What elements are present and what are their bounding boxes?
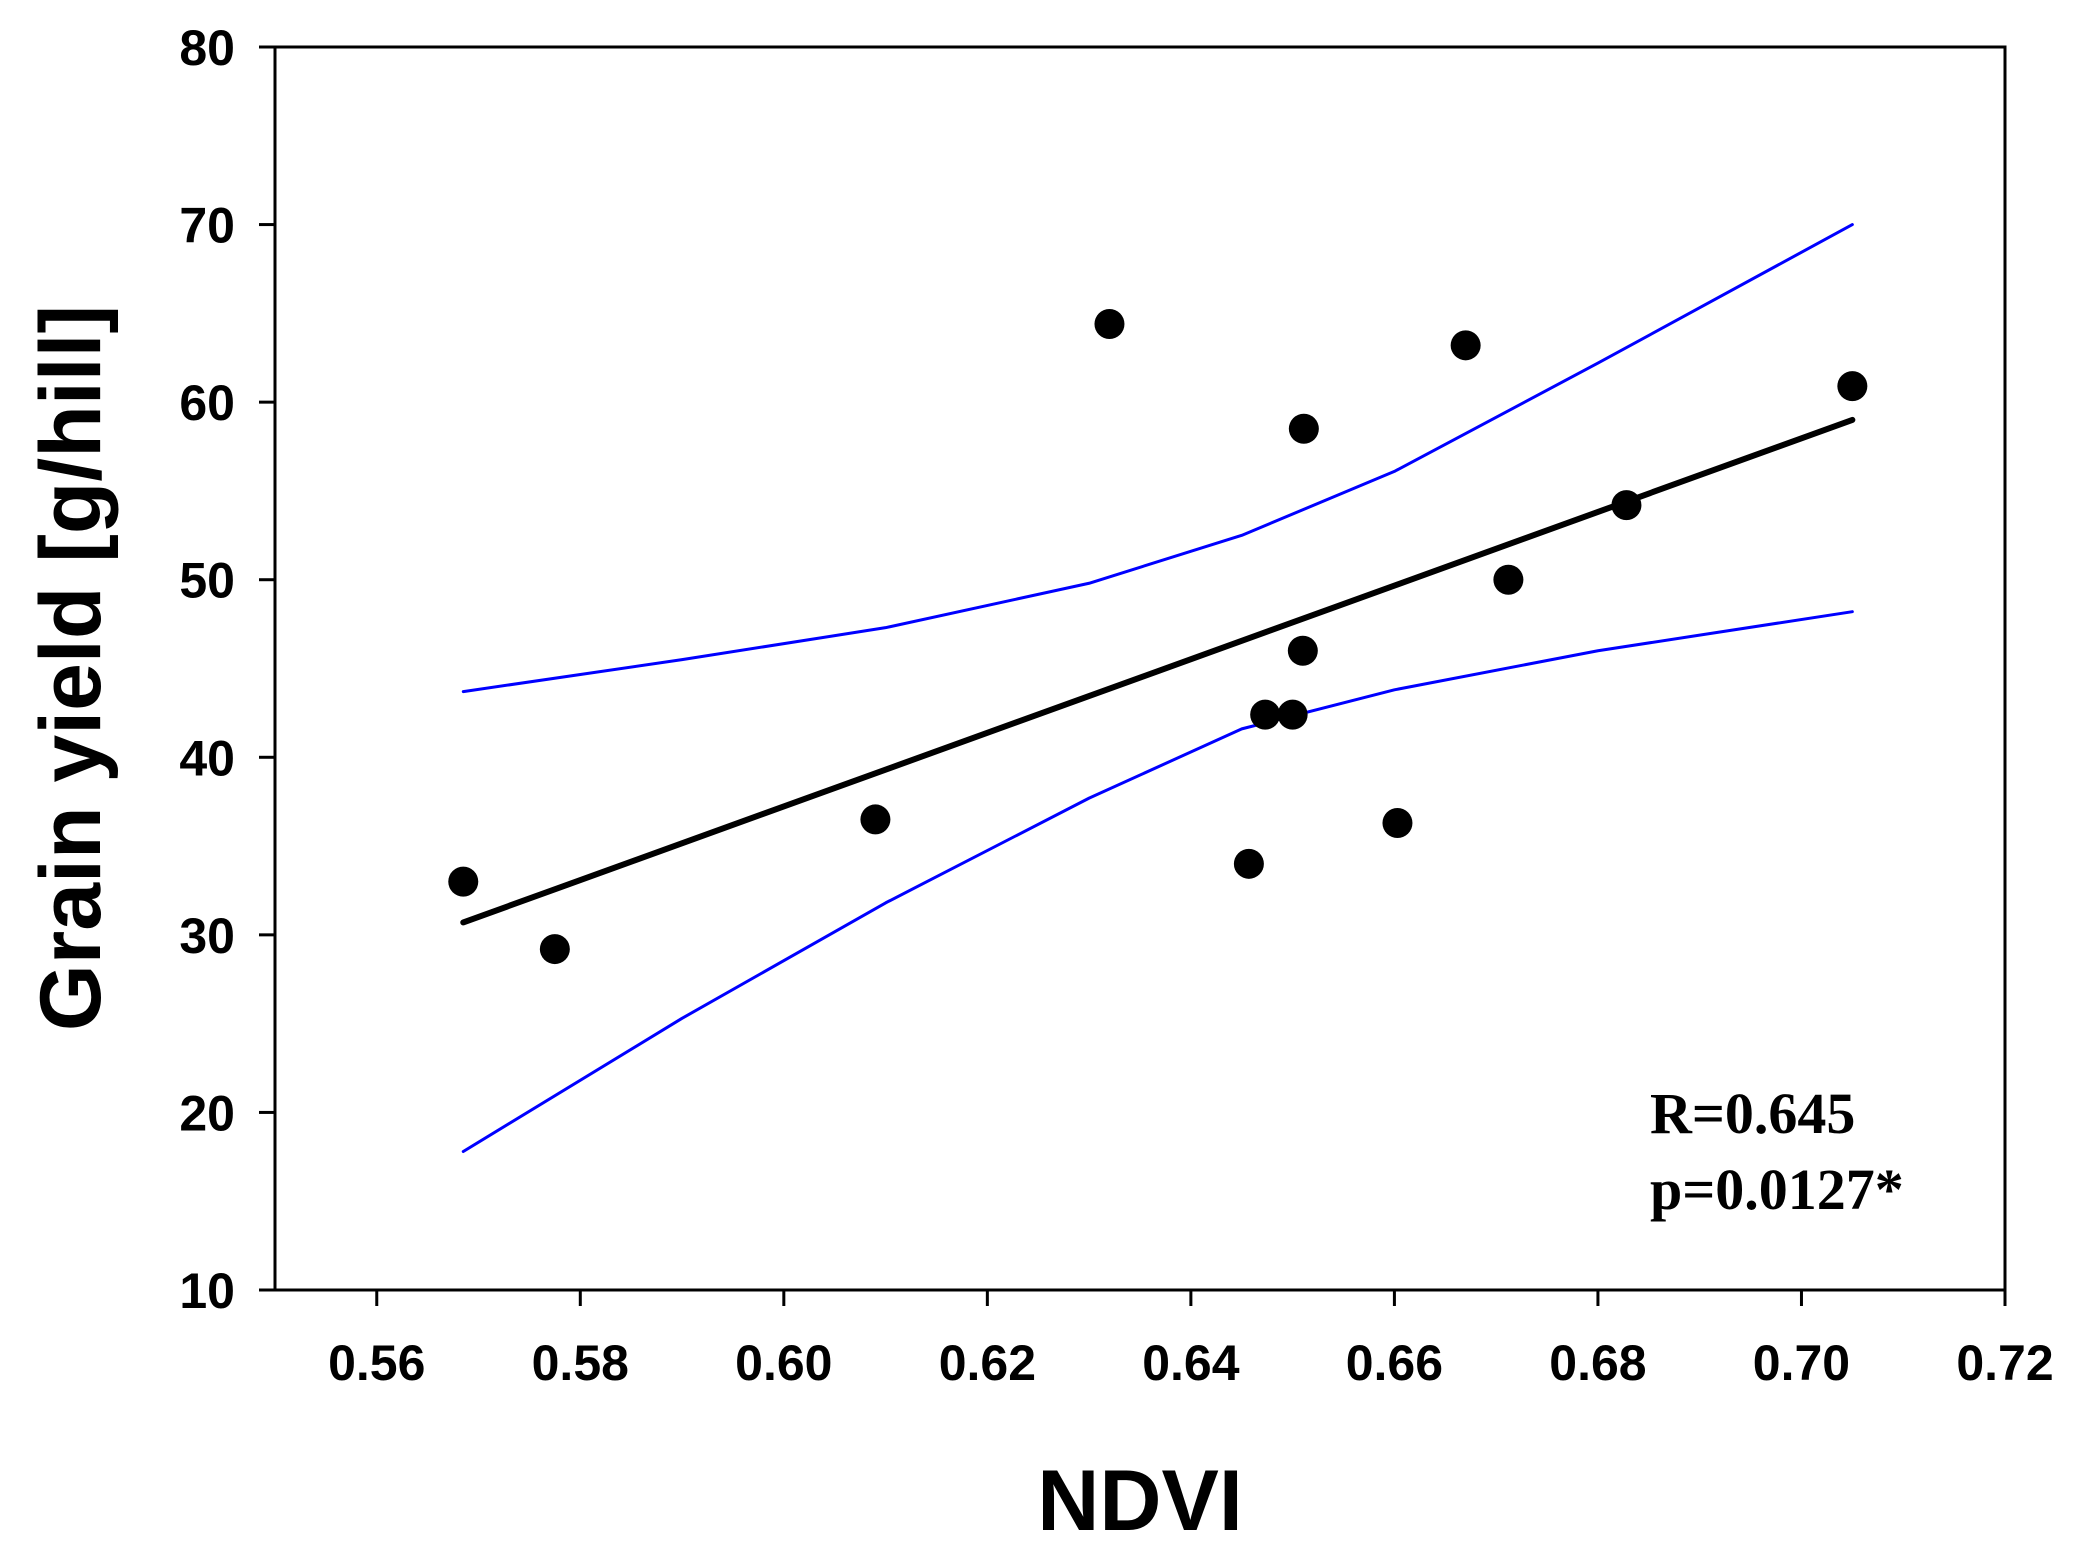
annotation-r-value: R=0.645	[1650, 1081, 1855, 1146]
data-point	[1250, 699, 1281, 730]
x-tick-label: 0.66	[1346, 1335, 1443, 1391]
regression-line	[460, 416, 1856, 926]
data-point	[1233, 848, 1264, 879]
x-tick-label: 0.60	[735, 1335, 832, 1391]
axes: 0.56 0.58 0.60 0.62 0.64 0.66 0.68 0.70 0.72 10 20…	[179, 20, 2053, 1391]
data-point	[1094, 309, 1125, 340]
x-tick-label: 0.58	[532, 1335, 629, 1391]
data-point	[1382, 807, 1413, 838]
data-point	[1837, 371, 1868, 402]
confidence-band-upper	[461, 223, 1854, 694]
x-axis-title: NDVI	[1037, 1453, 1242, 1549]
x-tick-label: 0.72	[1956, 1335, 2053, 1391]
data-point	[539, 934, 570, 965]
y-tick-label: 70	[179, 198, 235, 254]
confidence-band-lower	[461, 610, 1854, 1153]
plot-frame	[273, 45, 2007, 1292]
data-point	[1450, 330, 1481, 361]
x-tick-label: 0.62	[939, 1335, 1036, 1391]
data-point	[1287, 635, 1318, 666]
x-tick-label: 0.56	[328, 1335, 425, 1391]
data-point	[1493, 564, 1524, 595]
y-tick-label: 40	[179, 730, 235, 786]
y-tick-label: 50	[179, 553, 235, 609]
annotation-p-value: p=0.0127*	[1650, 1157, 1904, 1222]
x-tick-label: 0.64	[1142, 1335, 1240, 1391]
y-tick-label: 60	[179, 375, 235, 431]
y-tick-label: 10	[179, 1263, 235, 1319]
data-point	[1288, 413, 1319, 444]
y-axis-title: Grain yield [g/hill]	[23, 305, 119, 1031]
y-tick-label: 80	[179, 20, 235, 76]
data-point	[860, 804, 891, 835]
data-point	[448, 866, 479, 897]
y-tick-label: 30	[179, 908, 235, 964]
plot-marks	[448, 223, 1868, 1153]
y-tick-label: 20	[179, 1085, 235, 1141]
data-point	[1277, 699, 1308, 730]
x-tick-label: 0.70	[1753, 1335, 1850, 1391]
x-tick-label: 0.68	[1549, 1335, 1646, 1391]
data-point	[1611, 490, 1642, 521]
